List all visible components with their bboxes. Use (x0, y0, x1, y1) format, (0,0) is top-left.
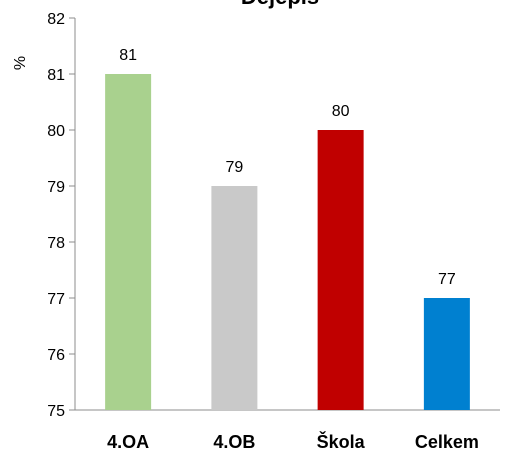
bar (423, 298, 470, 410)
category-labels: 4.OA 4.OB Škola Celkem (107, 431, 479, 452)
y-tick-label: 82 (47, 11, 65, 28)
bar (211, 186, 258, 410)
chart-title: Dějepis (241, 0, 319, 9)
data-label: 79 (225, 159, 243, 176)
y-tick-label: 75 (47, 403, 65, 420)
data-label: 81 (119, 47, 137, 64)
bar (105, 74, 152, 410)
category-label: Celkem (415, 432, 479, 452)
y-ticks: 75 76 77 78 79 80 81 82 (47, 11, 75, 420)
y-tick-label: 78 (47, 235, 65, 252)
y-tick-label: 80 (47, 123, 65, 140)
category-label: 4.OA (107, 432, 149, 452)
y-tick-label: 81 (47, 67, 65, 84)
y-tick-label: 79 (47, 179, 65, 196)
data-labels: 81 79 80 77 (119, 47, 456, 288)
data-label: 80 (332, 103, 350, 120)
y-tick-label: 76 (47, 347, 65, 364)
y-tick-label: 77 (47, 291, 65, 308)
y-axis-label: % (12, 56, 29, 70)
data-label: 77 (438, 271, 456, 288)
category-label: Škola (317, 431, 366, 452)
bar (317, 130, 364, 410)
bars (105, 74, 470, 410)
category-label: 4.OB (213, 432, 255, 452)
